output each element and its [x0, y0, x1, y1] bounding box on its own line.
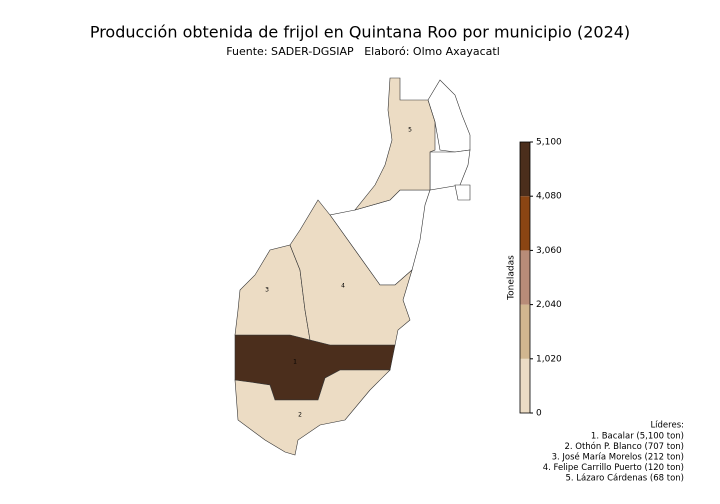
municipality: [234, 369, 391, 456]
colorbar-bin: [520, 250, 530, 305]
colorbar-tick-label: 3,060: [536, 246, 562, 256]
municipality: [454, 184, 471, 201]
colorbar-tick-label: 1,020: [536, 354, 562, 364]
region-label: 3: [265, 287, 269, 294]
leader-item: 4. Felipe Carrillo Puerto (120 ton): [543, 463, 684, 473]
title: Producción obtenida de frijol en Quintan…: [90, 23, 630, 42]
colorbar-bin: [520, 196, 530, 251]
source: Fuente: SADER-DGSIAP: [226, 45, 354, 58]
municipality: [289, 199, 413, 346]
colorbar-label: Toneladas: [507, 255, 517, 301]
colorbar-tick-label: 2,040: [536, 300, 562, 310]
municipality: [427, 79, 471, 153]
leader-item: 5. Lázaro Cárdenas (68 ton): [565, 474, 684, 484]
colorbar-tick-label: 5,100: [536, 138, 562, 148]
region-label: 4: [341, 283, 345, 290]
leader-item: 2. Othón P. Blanco (707 ton): [564, 441, 684, 452]
author: Elaboró: Olmo Axayacatl: [364, 45, 500, 58]
region-label: 1: [293, 359, 297, 366]
leaders-title: Líderes:: [650, 421, 684, 431]
colorbar-bin: [520, 142, 530, 197]
colorbar-bin: [520, 304, 530, 359]
other-municipalities: [329, 79, 471, 286]
colorbar-frame: [519, 141, 531, 414]
colorbar-bin: [520, 358, 530, 413]
municipality: [354, 77, 436, 211]
leader-item: 1. Bacalar (5,100 ton): [591, 432, 684, 442]
region-label: 5: [408, 127, 412, 134]
municipality: [429, 149, 471, 191]
colorbar-tick-label: 4,080: [536, 192, 562, 202]
leader-item: 3. José María Morelos (212 ton): [552, 452, 684, 463]
region-label: 2: [298, 412, 302, 419]
colorbar-tick-label: 0: [536, 409, 542, 419]
